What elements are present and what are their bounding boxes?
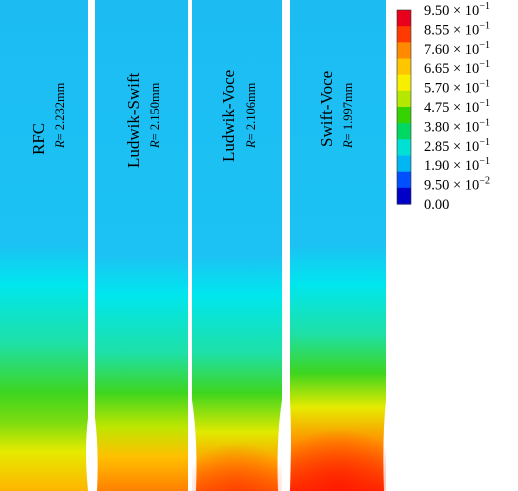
specimen-ludwik-swift-title: Ludwik-Swift [124,72,143,168]
legend-swatch [397,139,411,157]
specimen-rfc: RFC R= 2.232mm [0,0,88,491]
legend-swatch [397,171,411,189]
specimen-rfc-radius: R= 2.232mm [53,82,67,149]
legend-swatch [397,10,411,27]
legend-label: 5.70 × 10−1 [424,79,490,97]
specimen-ludwik-swift: Ludwik-Swift R= 2.150mm [95,0,188,491]
legend-frame [396,9,412,205]
legend-label: 9.50 × 10−2 [424,176,490,194]
specimen-ludwik-swift-shape [95,0,188,491]
specimen-rfc-title: RFC [29,123,48,155]
color-legend: 9.50 × 10−18.55 × 10−1 7.60 × 10−16.65 × … [396,1,490,213]
legend-label: 8.55 × 10−1 [424,20,490,38]
specimen-ludwik-voce: Ludwik-Voce R= 2.106mm [192,0,282,491]
legend-label: 6.65 × 10−1 [424,59,490,77]
legend-swatch [397,155,411,173]
specimen-swift-voce: Swift-Voce R= 1.997mm [290,0,386,491]
specimen-ludwik-voce-title: Ludwik-Voce [219,70,238,162]
specimen-ludwik-swift-radius: R= 2.150mm [148,82,162,149]
legend-labels: 9.50 × 10−18.55 × 10−1 7.60 × 10−16.65 × … [424,1,490,213]
legend-swatch [397,123,411,140]
legend-label: 3.80 × 10−1 [424,117,490,135]
legend-label: 7.60 × 10−1 [424,40,490,58]
specimen-rfc-shape [0,0,88,491]
legend-label: 0.00 [424,197,449,213]
legend-swatch [397,58,411,76]
legend-label: 2.85 × 10−1 [424,137,490,155]
legend-swatch [397,90,411,108]
specimen-swift-voce-shape [290,0,386,491]
specimen-swift-voce-title: Swift-Voce [317,71,336,147]
legend-colorbar [396,9,412,205]
legend-swatch [397,42,411,60]
legend-swatch [397,107,411,124]
legend-label: 4.75 × 10−1 [424,98,490,116]
specimen-swift-voce-hotspot [290,400,386,491]
legend-label: 9.50 × 10−1 [424,1,490,19]
legend-swatch [397,26,411,43]
legend-swatch [397,187,411,205]
legend-swatch [397,74,411,92]
specimen-ludwik-voce-radius: R= 2.106mm [244,82,258,149]
specimen-ludwik-voce-hotspot [192,410,282,491]
legend-label: 1.90 × 10−1 [424,156,490,174]
specimen-swift-voce-radius: R= 1.997mm [341,82,355,149]
specimen-ludwik-voce-shape [192,0,282,491]
